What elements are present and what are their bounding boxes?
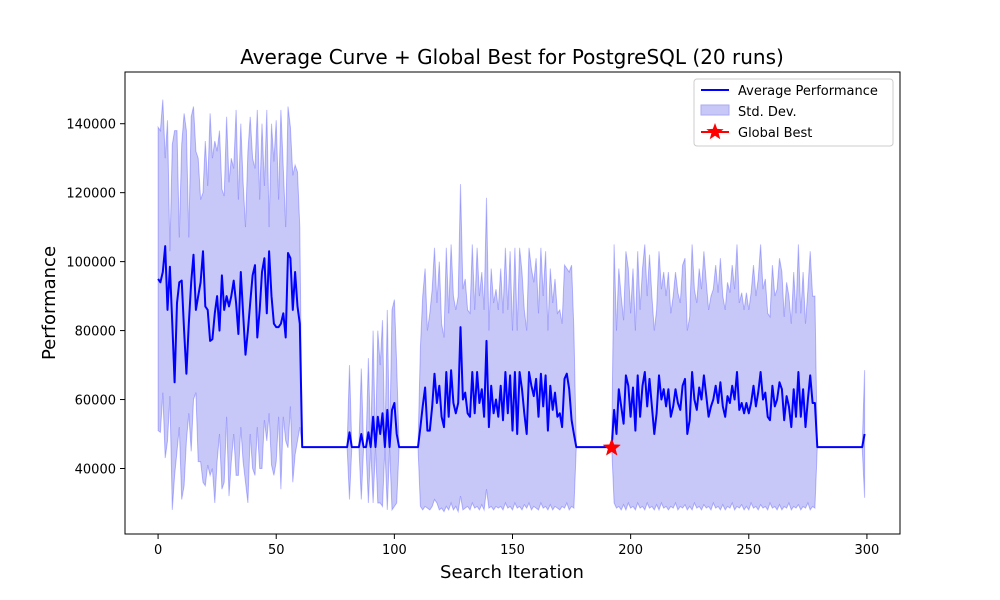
x-tick-label: 100 [382,543,407,558]
legend: Average Performance Std. Dev. Global Bes… [693,78,894,147]
legend-band-swatch [700,104,730,116]
std-band-layer [157,99,866,514]
x-tick-label: 0 [154,543,162,558]
legend-star-icon [706,123,724,140]
x-tick-label: 250 [736,543,761,558]
x-tick-label: 200 [618,543,643,558]
x-tick-label: 50 [268,543,285,558]
y-tick-label: 40000 [75,462,116,477]
average-line-layer [157,245,866,449]
global-best-layer [602,438,621,456]
x-axis: 0 50 100 150 200 250 300 [154,534,879,558]
y-tick-label: 80000 [75,325,116,340]
std-dev-band [157,99,866,514]
legend-label-global-best: Global Best [738,126,812,141]
x-tick-label: 300 [855,543,880,558]
y-axis-title: Performance [39,246,60,360]
y-axis: 40000 60000 80000 100000 120000 140000 [66,118,125,477]
y-tick-label: 100000 [66,256,116,271]
legend-label-average: Average Performance [738,84,878,99]
plot-area [157,99,866,514]
y-tick-label: 120000 [66,187,116,202]
legend-frame [693,78,894,147]
y-tick-label: 140000 [66,118,116,133]
average-performance-line [157,245,866,449]
y-tick-label: 60000 [75,394,116,409]
chart-title: Average Curve + Global Best for PostgreS… [240,45,784,69]
x-axis-title: Search Iteration [440,562,584,583]
x-tick-label: 150 [500,543,525,558]
global-best-star [602,438,621,456]
legend-label-stddev: Std. Dev. [738,105,797,120]
